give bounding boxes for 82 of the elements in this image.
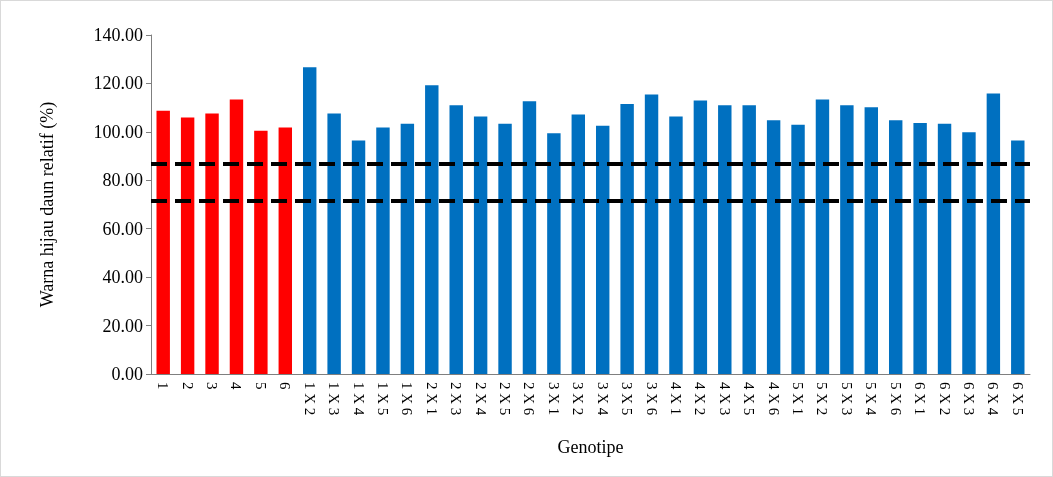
bar bbox=[1011, 140, 1025, 374]
x-tick-label: 3 X 6 bbox=[643, 382, 660, 416]
x-tick-label: 3 bbox=[204, 382, 221, 390]
x-tick-label: 5 X 6 bbox=[887, 382, 904, 416]
bar bbox=[913, 122, 927, 374]
y-tick-label: 60.00 bbox=[102, 218, 143, 239]
bar bbox=[449, 105, 463, 374]
y-tick-label: 140.00 bbox=[93, 25, 143, 45]
x-tick-label: 1 X 3 bbox=[326, 382, 343, 416]
bar bbox=[180, 117, 195, 374]
bar bbox=[229, 99, 244, 374]
x-tick-label: 4 X 2 bbox=[692, 382, 709, 416]
bar bbox=[669, 116, 683, 374]
x-tick-label: 5 bbox=[252, 382, 269, 390]
x-tick-label: 4 X 6 bbox=[765, 382, 782, 416]
bar bbox=[425, 85, 439, 374]
x-tick-label: 1 X 2 bbox=[301, 382, 318, 416]
bar bbox=[595, 125, 610, 374]
bar bbox=[937, 123, 952, 374]
bar bbox=[693, 100, 708, 374]
x-tick-label: 3 X 2 bbox=[570, 382, 587, 416]
x-tick-label: 4 X 5 bbox=[741, 382, 758, 416]
x-tick-label: 1 X 4 bbox=[350, 382, 367, 416]
y-axis-title: Warna hijau daun relatif (%) bbox=[37, 101, 58, 308]
x-tick-label: 1 X 6 bbox=[399, 382, 416, 416]
x-tick-label: 4 X 3 bbox=[716, 382, 733, 416]
bar bbox=[327, 113, 341, 374]
x-tick-label: 2 X 6 bbox=[521, 382, 538, 416]
bar bbox=[376, 127, 390, 374]
bar bbox=[473, 116, 488, 374]
bar bbox=[718, 105, 732, 374]
y-tick-label: 20.00 bbox=[102, 315, 143, 336]
x-tick-label: 3 X 5 bbox=[619, 382, 636, 416]
x-tick-label: 4 X 1 bbox=[667, 382, 684, 416]
x-tick-label: 6 X 2 bbox=[936, 382, 953, 416]
bar bbox=[278, 127, 293, 374]
bar bbox=[644, 94, 659, 374]
bar bbox=[791, 124, 805, 374]
y-tick-label: 100.00 bbox=[93, 121, 143, 142]
x-tick-label: 5 X 4 bbox=[863, 382, 880, 416]
y-tick-label: 40.00 bbox=[102, 267, 143, 288]
x-tick-label: 2 X 3 bbox=[448, 382, 465, 416]
bar bbox=[498, 123, 512, 374]
x-tick-label: 1 X 5 bbox=[374, 382, 391, 416]
x-tick-label: 4 bbox=[228, 382, 245, 390]
x-tick-label: 3 X 4 bbox=[594, 382, 611, 416]
bar bbox=[840, 105, 854, 374]
bar bbox=[156, 110, 170, 374]
x-tick-label: 2 X 4 bbox=[472, 382, 489, 416]
x-tick-label: 3 X 1 bbox=[545, 382, 562, 416]
bar bbox=[547, 133, 561, 374]
bar bbox=[962, 132, 976, 374]
bar bbox=[888, 120, 903, 374]
x-tick-label: 6 bbox=[277, 382, 294, 390]
x-tick-label: 6 X 3 bbox=[960, 382, 977, 416]
bar bbox=[986, 93, 1001, 374]
bar bbox=[620, 104, 634, 374]
bar bbox=[742, 105, 756, 374]
x-tick-label: 5 X 1 bbox=[790, 382, 807, 416]
bar bbox=[302, 67, 317, 374]
x-axis-title: Genotipe bbox=[557, 437, 624, 457]
bar bbox=[766, 120, 781, 374]
x-tick-label: 5 X 3 bbox=[838, 382, 855, 416]
x-tick-label: 5 X 2 bbox=[814, 382, 831, 416]
x-tick-label: 6 X 4 bbox=[985, 382, 1002, 416]
bar bbox=[815, 99, 830, 374]
x-tick-label: 6 X 5 bbox=[1009, 382, 1026, 416]
bar bbox=[522, 101, 537, 374]
y-tick-label: 80.00 bbox=[102, 170, 143, 191]
x-tick-label: 2 X 5 bbox=[497, 382, 514, 416]
bar bbox=[571, 114, 586, 374]
bar bbox=[254, 130, 268, 374]
x-tick-label: 6 X 1 bbox=[912, 382, 929, 416]
bar bbox=[864, 107, 879, 374]
y-tick-label: 0.00 bbox=[111, 364, 143, 384]
bar bbox=[205, 113, 219, 374]
bar bbox=[351, 140, 366, 374]
x-tick-label: 2 bbox=[179, 382, 196, 390]
bar bbox=[400, 123, 415, 374]
x-tick-label: 2 X 1 bbox=[423, 382, 440, 416]
y-tick-label: 120.00 bbox=[93, 73, 143, 94]
x-tick-label: 1 bbox=[155, 382, 172, 390]
